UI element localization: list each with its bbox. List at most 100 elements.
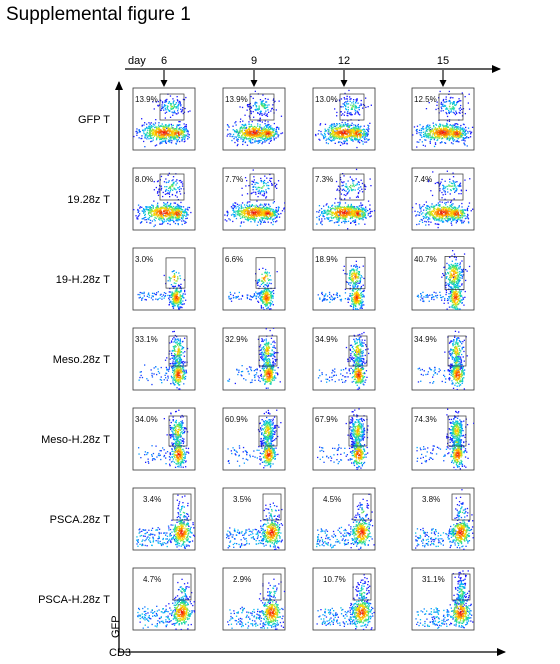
event-dot <box>342 133 344 136</box>
event-dot <box>243 214 245 217</box>
event-dot <box>168 123 170 126</box>
event-dot <box>363 184 365 186</box>
event-dot <box>278 128 280 130</box>
event-dot <box>450 203 453 206</box>
event-dot <box>343 97 345 99</box>
event-dot <box>451 125 453 127</box>
event-dot <box>358 107 360 109</box>
event-dot <box>255 108 257 110</box>
event-dot <box>235 207 237 209</box>
event-dot <box>258 189 260 191</box>
event-dot <box>357 192 360 195</box>
event-dot <box>144 216 147 218</box>
event-dot <box>449 100 451 103</box>
event-dot <box>264 211 266 213</box>
row-label-6: PSCA.28z T <box>50 514 111 526</box>
event-dot <box>341 214 343 216</box>
event-dot <box>250 217 252 219</box>
event-dot <box>354 108 356 110</box>
event-dot <box>362 216 365 218</box>
event-dot <box>275 221 277 223</box>
event-dot <box>429 124 431 126</box>
event-dot <box>148 215 151 217</box>
event-dot <box>346 186 348 188</box>
event-dot <box>359 134 361 137</box>
event-dot <box>459 126 461 128</box>
event-dot <box>428 206 431 208</box>
event-dot <box>150 222 152 224</box>
event-dot <box>319 124 321 126</box>
panel-r1-d6: 13.9% <box>132 87 196 151</box>
event-dot <box>159 210 161 212</box>
event-dot <box>181 132 183 134</box>
event-dot <box>321 211 324 213</box>
event-dots <box>315 89 372 149</box>
event-dot <box>342 143 344 145</box>
event-dot <box>172 209 174 211</box>
event-dot <box>168 129 170 131</box>
event-dot <box>446 113 448 115</box>
event-dot <box>248 104 250 106</box>
event-dot <box>276 187 278 189</box>
event-dot <box>334 202 336 204</box>
event-dot <box>144 214 146 216</box>
event-dot <box>453 132 456 134</box>
event-dot <box>263 214 265 216</box>
event-dot <box>342 173 344 175</box>
event-dot <box>349 124 351 126</box>
event-dot <box>345 133 348 135</box>
event-dot <box>168 136 170 138</box>
event-dot <box>185 129 187 131</box>
event-dot <box>152 132 154 134</box>
event-dot <box>348 210 350 212</box>
event-dot <box>342 124 344 126</box>
event-dot <box>451 133 453 135</box>
event-dot <box>356 209 359 212</box>
event-dot <box>256 224 259 226</box>
event-dot <box>243 209 245 211</box>
event-dot <box>169 127 171 129</box>
event-dot <box>260 180 262 182</box>
event-dot <box>355 211 358 214</box>
event-dot <box>347 211 349 213</box>
event-dot <box>183 210 185 212</box>
event-dot <box>236 213 238 216</box>
event-dot <box>164 206 167 208</box>
event-dot <box>440 101 443 104</box>
event-dot <box>346 142 348 145</box>
event-dot <box>259 127 261 129</box>
event-dot <box>351 189 353 191</box>
event-dot <box>247 208 249 210</box>
event-dot <box>232 220 234 223</box>
event-dot <box>450 131 452 133</box>
event-dot <box>426 207 429 209</box>
event-dot <box>170 208 172 210</box>
event-dot <box>343 175 345 177</box>
event-dot <box>264 138 266 140</box>
event-dot <box>415 129 417 132</box>
event-dot <box>179 214 182 216</box>
event-dot <box>237 132 240 134</box>
event-dot <box>336 213 338 215</box>
event-dot <box>169 196 171 198</box>
event-dot <box>273 139 275 141</box>
event-dot <box>465 129 467 131</box>
event-dot <box>252 111 254 113</box>
event-dot <box>456 132 458 134</box>
event-dot <box>229 135 231 137</box>
event-dot <box>176 134 178 137</box>
event-dot <box>357 102 359 104</box>
event-dot <box>364 138 366 141</box>
event-dot <box>460 135 462 137</box>
event-dot <box>226 129 229 131</box>
event-dot <box>147 208 149 211</box>
event-dot <box>245 137 247 139</box>
event-dot <box>278 134 280 136</box>
event-dot <box>171 219 173 221</box>
event-dot <box>161 101 164 103</box>
event-dot <box>235 212 237 214</box>
event-dot <box>148 212 150 214</box>
event-dot <box>238 209 240 212</box>
event-dot <box>449 106 451 108</box>
event-dot <box>259 132 261 134</box>
